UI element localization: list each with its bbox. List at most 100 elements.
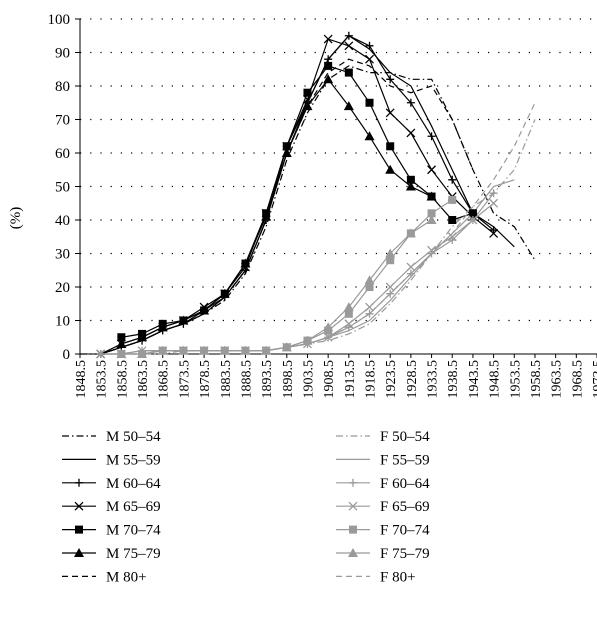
y-tick-label: 100 bbox=[48, 12, 71, 28]
legend-item: M 55–59 bbox=[62, 452, 161, 468]
legend-marker bbox=[75, 479, 83, 487]
x-tick-label: 1943.5 bbox=[467, 360, 482, 399]
series-line-7 bbox=[101, 59, 473, 354]
series-line-2 bbox=[101, 36, 515, 354]
legend-item: F 80+ bbox=[336, 569, 416, 585]
y-tick-label: 70 bbox=[55, 113, 70, 129]
x-tick-label: 1863.5 bbox=[136, 360, 151, 399]
x-tick-label: 1898.5 bbox=[281, 360, 296, 399]
x-tick-label: 1953.5 bbox=[508, 360, 523, 399]
legend-item: M 70–74 bbox=[62, 523, 161, 539]
x-tick-label: 1918.5 bbox=[364, 360, 379, 399]
legend-label: M 75–79 bbox=[106, 546, 161, 562]
y-axis-label: (%) bbox=[8, 207, 24, 230]
legend-item: M 60–64 bbox=[62, 476, 161, 492]
data-point bbox=[448, 216, 456, 224]
y-tick-label: 50 bbox=[55, 180, 70, 196]
series-line-12 bbox=[121, 200, 452, 354]
legend-marker bbox=[349, 479, 357, 487]
data-point bbox=[345, 42, 353, 50]
legend-label: M 50–54 bbox=[106, 429, 161, 445]
x-tick-label: 1908.5 bbox=[322, 360, 337, 399]
data-point bbox=[407, 129, 415, 137]
y-tick-label: 30 bbox=[55, 247, 70, 263]
x-tick-label: 1948.5 bbox=[488, 360, 503, 399]
data-point bbox=[385, 165, 395, 174]
legend-label: M 80+ bbox=[106, 569, 147, 585]
legend-label: M 65–69 bbox=[106, 499, 161, 515]
legend-marker bbox=[75, 526, 83, 534]
series-line-5 bbox=[121, 66, 473, 337]
y-tick-label: 10 bbox=[55, 314, 70, 330]
x-tick-label: 1933.5 bbox=[426, 360, 441, 399]
data-point bbox=[345, 69, 353, 77]
x-tick-label: 1873.5 bbox=[177, 360, 192, 399]
data-point bbox=[386, 109, 394, 117]
legend-item: M 80+ bbox=[62, 569, 147, 585]
legend-item: F 50–54 bbox=[336, 429, 430, 445]
data-point bbox=[428, 166, 436, 174]
legend-item: M 75–79 bbox=[62, 546, 161, 562]
y-tick-label: 40 bbox=[55, 213, 70, 229]
legend-label: F 80+ bbox=[380, 569, 416, 585]
series-line-11 bbox=[101, 203, 494, 354]
x-tick-label: 1883.5 bbox=[219, 360, 234, 399]
x-tick-label: 1858.5 bbox=[115, 360, 130, 399]
legend-item: F 70–74 bbox=[336, 523, 430, 539]
x-tick-label: 1868.5 bbox=[157, 360, 172, 399]
x-tick-label: 1963.5 bbox=[550, 360, 565, 399]
x-tick-label: 1848.5 bbox=[74, 360, 89, 399]
data-point bbox=[428, 132, 436, 140]
data-point bbox=[448, 196, 456, 204]
legend-label: M 60–64 bbox=[106, 476, 161, 492]
y-tick-label: 60 bbox=[55, 146, 70, 162]
legend-label: M 55–59 bbox=[106, 452, 161, 468]
data-point bbox=[303, 89, 311, 97]
legend-label: F 55–59 bbox=[380, 452, 430, 468]
legend-item: F 65–69 bbox=[336, 499, 430, 515]
data-point bbox=[323, 74, 333, 83]
series-line-8 bbox=[101, 120, 535, 355]
series-markers bbox=[97, 32, 498, 358]
x-tick-label: 1878.5 bbox=[198, 360, 213, 399]
data-point bbox=[366, 55, 374, 63]
x-tick-label: 1938.5 bbox=[446, 360, 461, 399]
legend-label: F 65–69 bbox=[380, 499, 430, 515]
data-point bbox=[324, 35, 332, 43]
legend-label: F 70–74 bbox=[380, 523, 430, 539]
legend-item: F 75–79 bbox=[336, 546, 430, 562]
gridlines bbox=[80, 19, 597, 321]
data-point bbox=[366, 42, 374, 50]
x-tick-label: 1973.5 bbox=[591, 360, 597, 399]
y-tick-label: 20 bbox=[55, 280, 70, 296]
x-tick-label: 1928.5 bbox=[405, 360, 420, 399]
x-tick-label: 1958.5 bbox=[529, 360, 544, 399]
legend-label: F 50–54 bbox=[380, 429, 430, 445]
legend: M 50–54 M 55–59 M 60–64 M 65–69 M 70–74 M 75–… bbox=[62, 429, 430, 585]
series-line-14 bbox=[101, 103, 535, 354]
y-tick-label: 0 bbox=[63, 347, 71, 363]
legend-item: M 50–54 bbox=[62, 429, 161, 445]
legend-label: F 75–79 bbox=[380, 546, 430, 562]
series-line-13 bbox=[121, 220, 431, 354]
x-tick-label: 1923.5 bbox=[384, 360, 399, 399]
x-tick-label: 1893.5 bbox=[260, 360, 275, 399]
legend-item: F 55–59 bbox=[336, 452, 430, 468]
x-tick-label: 1913.5 bbox=[343, 360, 358, 399]
data-point bbox=[386, 142, 394, 150]
data-point bbox=[490, 199, 498, 207]
data-point bbox=[365, 131, 375, 140]
legend-item: F 60–64 bbox=[336, 476, 430, 492]
legend-marker bbox=[349, 526, 357, 534]
data-point bbox=[324, 62, 332, 70]
data-point bbox=[366, 99, 374, 107]
legend-item: M 65–69 bbox=[62, 499, 161, 515]
x-tick-label: 1853.5 bbox=[95, 360, 110, 399]
y-tick-label: 90 bbox=[55, 46, 70, 62]
x-tick-label: 1968.5 bbox=[570, 360, 585, 399]
legend-label: M 70–74 bbox=[106, 523, 161, 539]
series-line-6 bbox=[121, 79, 431, 344]
